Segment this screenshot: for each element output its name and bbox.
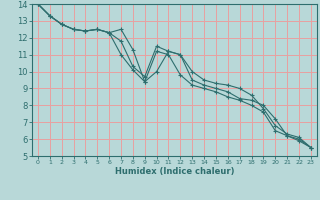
X-axis label: Humidex (Indice chaleur): Humidex (Indice chaleur) (115, 167, 234, 176)
